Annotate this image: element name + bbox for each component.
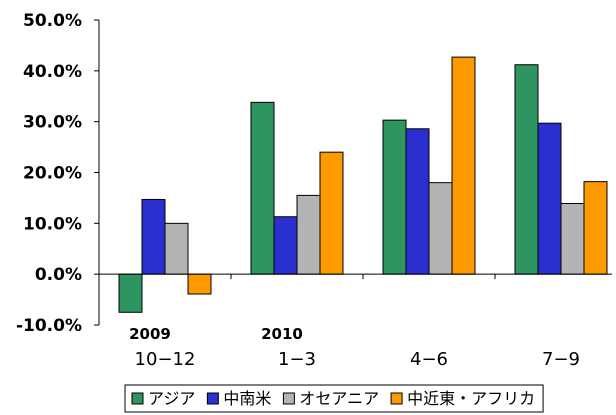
x-tick-label: 7−9	[542, 349, 580, 370]
bar	[118, 273, 143, 313]
bar	[164, 222, 189, 275]
bar	[428, 182, 453, 275]
bar	[514, 64, 539, 275]
legend-swatch	[131, 392, 144, 405]
legend-label: オセアニア	[299, 389, 379, 408]
bar	[583, 181, 608, 275]
bar	[141, 198, 166, 275]
legend-swatch	[282, 392, 295, 405]
bar	[560, 203, 585, 275]
legend-swatch	[390, 392, 403, 405]
y-axis: 50.0% 40.0% 30.0% 20.0% 10.0% 0.0% -10.0%	[16, 11, 100, 336]
bar	[405, 128, 430, 275]
x-tick-label: 1−3	[278, 349, 316, 370]
y-tick-label: 10.0%	[23, 214, 82, 234]
legend-box	[124, 384, 544, 413]
bar	[319, 151, 344, 275]
legend-label: アジア	[148, 389, 195, 408]
bar	[451, 56, 476, 275]
bar	[273, 216, 298, 275]
x-tick-label: 10−12	[135, 349, 196, 370]
legend-swatch	[206, 392, 219, 405]
legend-label: 中近東・アフリカ	[407, 389, 535, 408]
bar	[537, 122, 562, 275]
bar	[382, 119, 407, 275]
bar	[187, 273, 212, 295]
legend: アジア 中南米 オセアニア 中近東・アフリカ	[124, 384, 544, 413]
year-label: 2010	[261, 325, 303, 343]
y-tick-label: 40.0%	[23, 62, 82, 82]
y-tick-label: -10.0%	[16, 316, 82, 336]
y-tick-label: 30.0%	[23, 113, 82, 133]
y-tick-label: 20.0%	[23, 164, 82, 184]
x-tick-label: 4−6	[410, 349, 448, 370]
category-labels: 10−12 1−3 4−6 7−9 2009 2010	[129, 325, 580, 370]
bar	[250, 101, 275, 275]
x-axis	[98, 273, 612, 280]
bar	[296, 194, 321, 275]
y-tick-label: 50.0%	[23, 11, 82, 31]
year-label: 2009	[129, 325, 171, 343]
legend-label: 中南米	[223, 389, 271, 408]
y-tick-label: 0.0%	[35, 265, 82, 285]
